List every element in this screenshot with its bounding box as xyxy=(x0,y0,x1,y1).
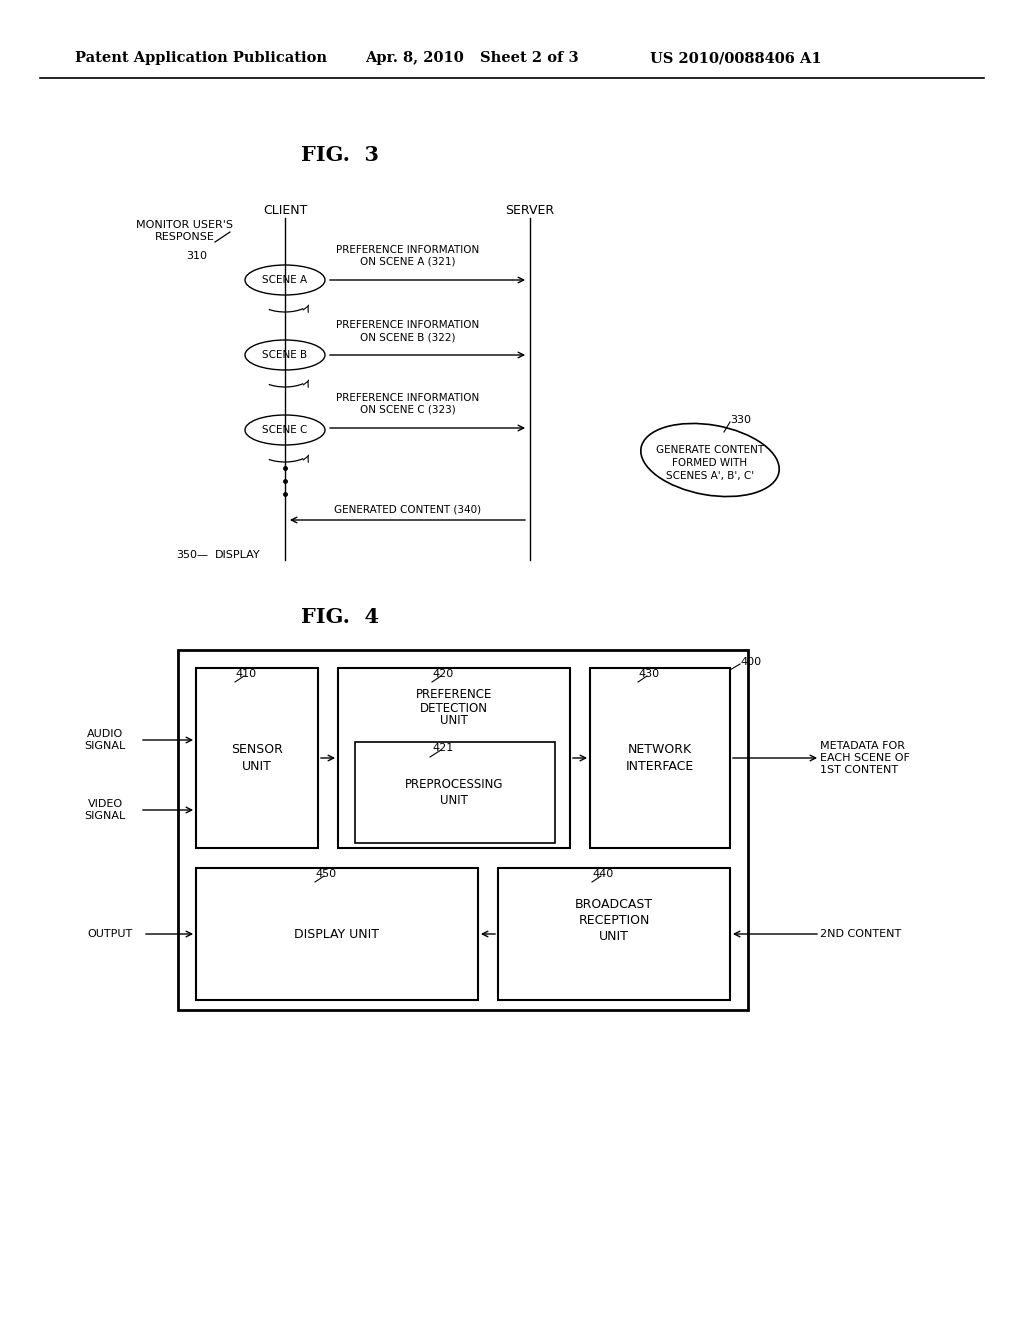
Text: PREFERENCE: PREFERENCE xyxy=(416,689,493,701)
Text: PREFERENCE INFORMATION
ON SCENE B (322): PREFERENCE INFORMATION ON SCENE B (322) xyxy=(336,321,479,342)
Text: 330: 330 xyxy=(730,414,751,425)
Text: SCENE C: SCENE C xyxy=(262,425,307,436)
Bar xyxy=(498,869,730,1001)
Text: Sheet 2 of 3: Sheet 2 of 3 xyxy=(480,51,579,65)
Text: GENERATED CONTENT (340): GENERATED CONTENT (340) xyxy=(334,504,481,513)
Text: Patent Application Publication: Patent Application Publication xyxy=(75,51,327,65)
Text: 430: 430 xyxy=(639,669,660,678)
Text: OUTPUT: OUTPUT xyxy=(87,929,133,939)
Text: Apr. 8, 2010: Apr. 8, 2010 xyxy=(365,51,464,65)
Text: PREPROCESSING
UNIT: PREPROCESSING UNIT xyxy=(404,779,503,808)
Text: CLIENT: CLIENT xyxy=(263,203,307,216)
Bar xyxy=(338,668,570,847)
Bar xyxy=(590,668,730,847)
Text: DISPLAY: DISPLAY xyxy=(215,550,261,560)
Text: GENERATE CONTENT: GENERATE CONTENT xyxy=(656,445,764,455)
Text: FIG.  4: FIG. 4 xyxy=(301,607,379,627)
Text: DISPLAY UNIT: DISPLAY UNIT xyxy=(295,928,380,940)
Text: 2ND CONTENT: 2ND CONTENT xyxy=(820,929,901,939)
Text: 400: 400 xyxy=(740,657,761,667)
Text: SCENES A', B', C': SCENES A', B', C' xyxy=(666,471,754,480)
Text: US 2010/0088406 A1: US 2010/0088406 A1 xyxy=(650,51,821,65)
Text: FORMED WITH: FORMED WITH xyxy=(673,458,748,469)
Bar xyxy=(178,649,748,1010)
Text: SCENE A: SCENE A xyxy=(262,275,307,285)
Text: SCENE B: SCENE B xyxy=(262,350,307,360)
Text: AUDIO
SIGNAL: AUDIO SIGNAL xyxy=(84,729,126,751)
Text: 440: 440 xyxy=(593,869,614,879)
Text: METADATA FOR
EACH SCENE OF
1ST CONTENT: METADATA FOR EACH SCENE OF 1ST CONTENT xyxy=(820,741,910,775)
Text: 350—: 350— xyxy=(176,550,208,560)
Text: VIDEO
SIGNAL: VIDEO SIGNAL xyxy=(84,799,126,821)
Text: FIG.  3: FIG. 3 xyxy=(301,145,379,165)
Bar xyxy=(196,869,478,1001)
Text: MONITOR USER'S: MONITOR USER'S xyxy=(136,220,233,230)
Text: UNIT: UNIT xyxy=(440,714,468,727)
Text: 421: 421 xyxy=(433,743,454,752)
Text: 420: 420 xyxy=(433,669,454,678)
Bar xyxy=(196,668,318,847)
Text: SERVER: SERVER xyxy=(506,203,555,216)
Text: PREFERENCE INFORMATION
ON SCENE A (321): PREFERENCE INFORMATION ON SCENE A (321) xyxy=(336,246,479,267)
Text: BROADCAST
RECEPTION
UNIT: BROADCAST RECEPTION UNIT xyxy=(574,898,653,942)
Text: 450: 450 xyxy=(315,869,337,879)
Text: SENSOR
UNIT: SENSOR UNIT xyxy=(231,743,283,774)
Text: 310: 310 xyxy=(186,251,208,261)
Bar xyxy=(355,742,555,843)
Text: PREFERENCE INFORMATION
ON SCENE C (323): PREFERENCE INFORMATION ON SCENE C (323) xyxy=(336,393,479,414)
Text: 410: 410 xyxy=(236,669,257,678)
Text: DETECTION: DETECTION xyxy=(420,701,488,714)
Text: RESPONSE: RESPONSE xyxy=(155,232,215,242)
Text: NETWORK
INTERFACE: NETWORK INTERFACE xyxy=(626,743,694,774)
